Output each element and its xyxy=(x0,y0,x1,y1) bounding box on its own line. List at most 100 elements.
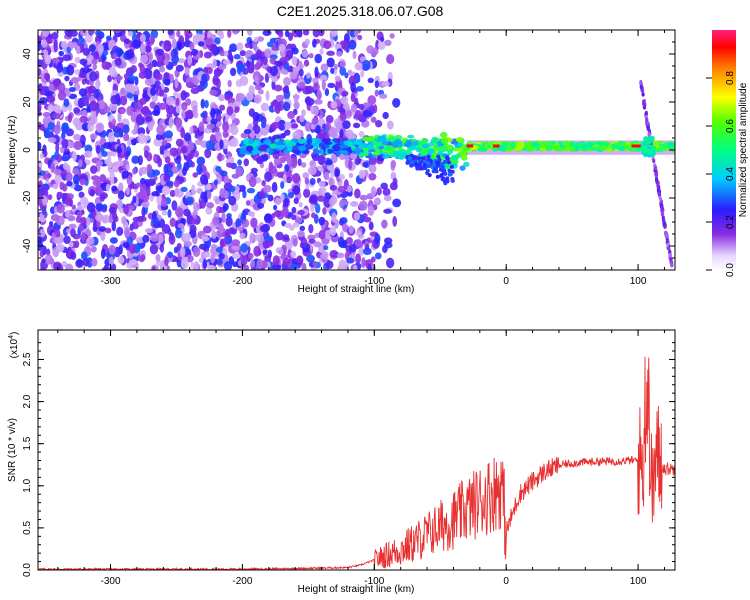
noise-speck xyxy=(318,229,326,240)
noise-speck xyxy=(164,156,171,164)
noise-speck xyxy=(385,257,395,269)
noise-speck xyxy=(242,189,247,199)
carrier-blob xyxy=(397,148,406,153)
carrier-blob xyxy=(366,143,375,150)
noise-speck xyxy=(86,202,96,213)
noise-speck xyxy=(147,122,154,131)
drift-speck xyxy=(436,154,441,159)
noise-speck xyxy=(73,107,80,114)
noise-speck xyxy=(352,122,361,129)
noise-speck xyxy=(81,78,87,85)
noise-speck xyxy=(350,81,356,93)
noise-speck xyxy=(175,117,183,128)
noise-speck xyxy=(271,44,279,51)
noise-speck xyxy=(177,58,186,64)
noise-speck xyxy=(218,64,227,70)
noise-speck xyxy=(53,261,62,270)
noise-speck xyxy=(144,45,152,53)
noise-speck xyxy=(273,210,282,218)
noise-speck xyxy=(298,201,303,208)
carrier-blob xyxy=(633,146,643,152)
noise-speck xyxy=(246,30,253,36)
noise-speck xyxy=(298,60,303,69)
noise-speck xyxy=(161,210,168,216)
noise-speck xyxy=(173,246,179,254)
noise-speck xyxy=(107,74,112,83)
noise-speck xyxy=(128,259,137,266)
noise-speck xyxy=(247,252,254,260)
noise-speck xyxy=(291,206,297,214)
noise-speck xyxy=(116,199,123,210)
noise-speck xyxy=(259,224,269,233)
noise-speck xyxy=(40,187,49,199)
noise-speck xyxy=(193,202,200,212)
noise-speck xyxy=(308,52,314,59)
snr-scale-exponent: 4 xyxy=(8,335,15,339)
noise-speck xyxy=(222,203,229,211)
noise-speck xyxy=(306,72,311,79)
noise-speck xyxy=(53,42,58,53)
snr-series-line xyxy=(38,356,675,570)
carrier-blob xyxy=(431,136,439,144)
noise-speck xyxy=(45,73,51,83)
noise-speck xyxy=(228,195,237,206)
noise-speck xyxy=(193,261,199,270)
noise-speck xyxy=(183,132,192,142)
noise-speck xyxy=(82,47,90,56)
noise-speck xyxy=(349,243,357,253)
noise-speck xyxy=(282,198,289,208)
noise-speck xyxy=(220,170,228,177)
noise-speck xyxy=(373,104,378,114)
noise-speck xyxy=(169,147,179,157)
noise-speck xyxy=(339,129,344,139)
noise-speck xyxy=(329,250,339,259)
noise-speck xyxy=(313,98,323,105)
noise-speck xyxy=(185,109,194,120)
carrier-blob xyxy=(569,146,576,153)
noise-speck xyxy=(90,109,97,120)
noise-speck xyxy=(321,186,327,195)
noise-speck xyxy=(196,187,204,194)
noise-speck xyxy=(225,228,231,239)
noise-speck xyxy=(140,254,146,261)
noise-speck xyxy=(342,239,348,249)
noise-speck xyxy=(272,264,282,270)
noise-speck xyxy=(336,50,343,57)
noise-speck xyxy=(267,194,274,202)
noise-speck xyxy=(317,30,325,37)
carrier-blob xyxy=(382,154,390,159)
carrier-blob xyxy=(368,148,376,153)
carrier-blob xyxy=(352,141,361,146)
noise-speck xyxy=(185,196,194,205)
noise-speck xyxy=(161,186,171,195)
noise-speck xyxy=(334,75,341,82)
noise-speck xyxy=(38,217,46,223)
noise-speck xyxy=(368,221,374,231)
noise-speck xyxy=(56,62,64,74)
noise-speck xyxy=(352,50,357,60)
noise-speck xyxy=(189,126,194,135)
carrier-blob xyxy=(593,146,602,152)
carrier-blob xyxy=(451,154,458,160)
carrier-blob xyxy=(463,161,470,167)
noise-speck xyxy=(89,188,96,197)
noise-speck xyxy=(326,50,336,56)
noise-speck xyxy=(238,64,246,72)
noise-speck xyxy=(181,104,188,111)
noise-speck xyxy=(155,260,163,266)
noise-speck xyxy=(324,192,331,200)
noise-speck xyxy=(59,146,65,154)
noise-speck xyxy=(329,226,337,237)
carrier-blob xyxy=(354,147,362,154)
spur-speck xyxy=(668,253,672,258)
noise-speck xyxy=(141,105,150,117)
drift-speck xyxy=(433,166,438,171)
carrier-blob xyxy=(407,134,415,139)
noise-speck xyxy=(330,100,338,109)
noise-speck xyxy=(359,194,368,201)
noise-speck xyxy=(116,226,124,237)
noise-speck xyxy=(185,31,193,39)
noise-speck xyxy=(181,109,186,120)
noise-speck xyxy=(171,200,178,211)
noise-speck xyxy=(139,97,147,105)
